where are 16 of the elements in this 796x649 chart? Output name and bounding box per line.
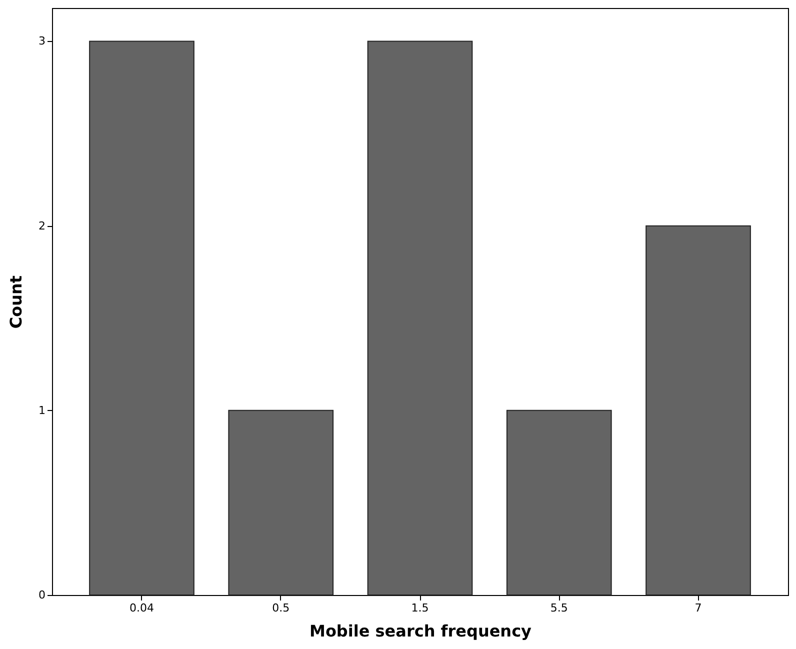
y-axis-title: Count [6, 275, 26, 329]
bar [228, 410, 334, 596]
bar [367, 40, 473, 596]
bar [646, 225, 751, 596]
bar [506, 410, 612, 596]
y-tick-label: 3 [38, 34, 46, 48]
bar [89, 40, 194, 596]
x-tick-label: 5.5 [550, 602, 568, 614]
y-tick-label: 2 [38, 219, 46, 232]
y-tick-label: 1 [38, 404, 46, 417]
x-axis-title: Mobile search frequency [310, 622, 532, 640]
x-tick-label: 7 [694, 602, 702, 614]
x-tick-label: 0.5 [272, 602, 290, 614]
x-tick-label: 1.5 [411, 602, 429, 614]
x-tick-label: 0.04 [129, 602, 154, 614]
y-tick-label: 0 [38, 588, 46, 602]
